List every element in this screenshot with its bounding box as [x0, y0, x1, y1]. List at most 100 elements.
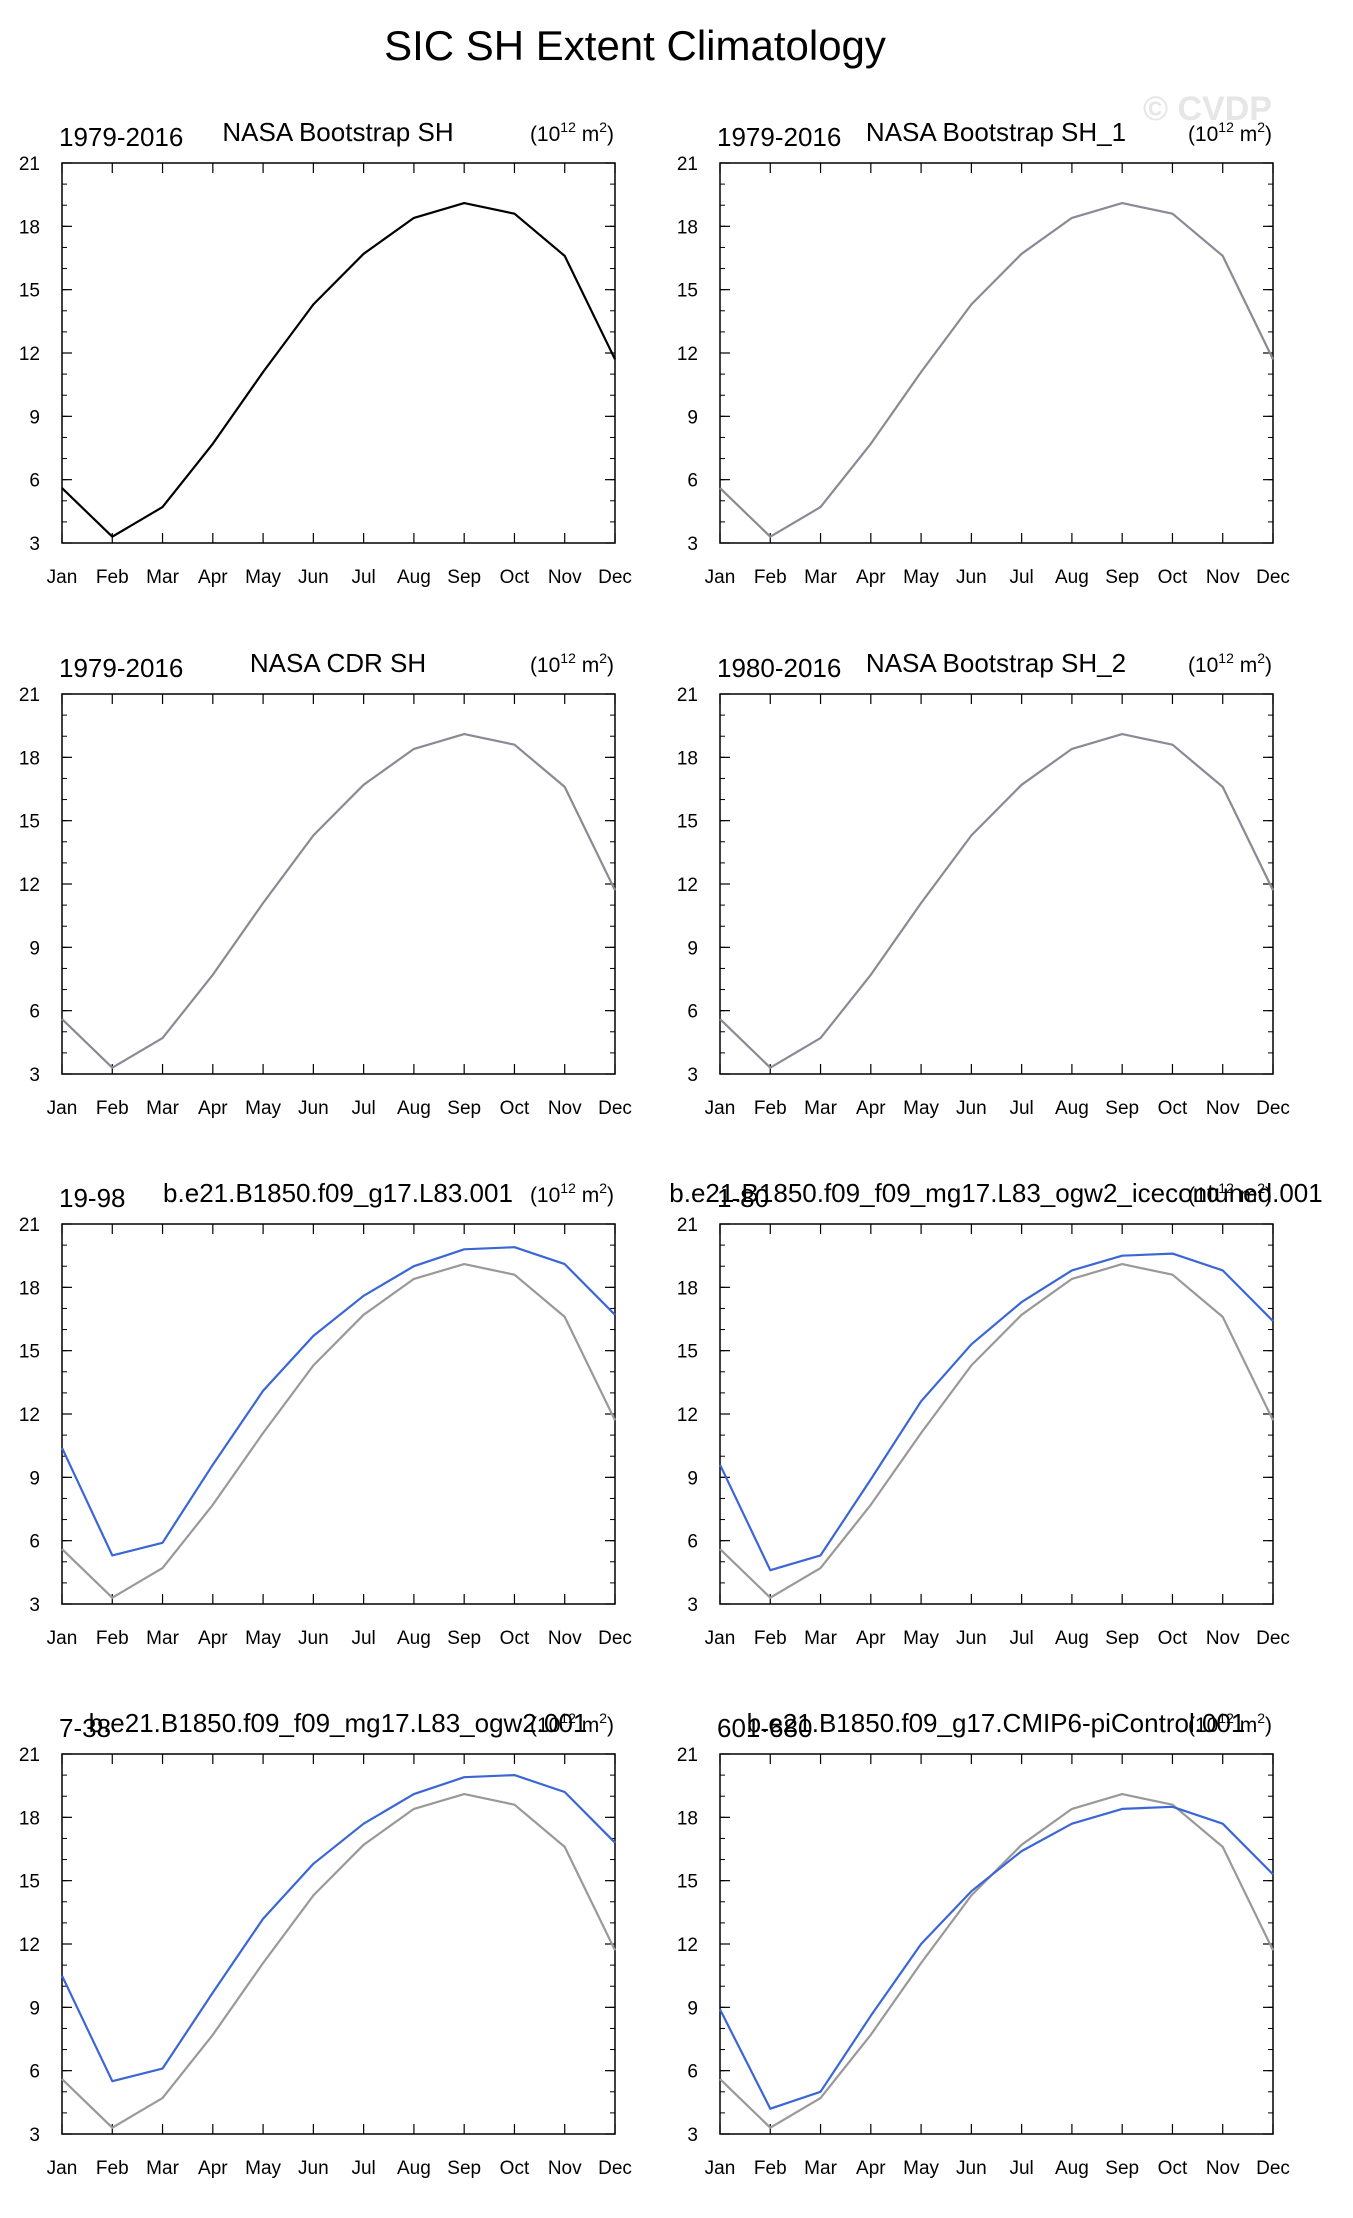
x-tick-label: Mar: [804, 1628, 837, 1649]
plot-frame: [719, 1753, 1274, 2135]
y-tick-label: 3: [29, 534, 40, 555]
x-tick-label: Aug: [397, 1628, 431, 1649]
units-part: (10: [530, 1184, 560, 1207]
x-tick-label: Nov: [1206, 2158, 1240, 2179]
y-tick-label: 18: [19, 1808, 40, 1829]
units-part: 2: [1257, 1180, 1265, 1196]
x-tick-label: Jan: [47, 1628, 78, 1649]
x-tick-label: Jun: [956, 1098, 987, 1119]
x-tick-label: Jan: [705, 1628, 736, 1649]
panel-units: (1012 m2): [530, 1710, 614, 1737]
y-tick-label: 18: [677, 217, 698, 238]
units-part: 2: [599, 650, 607, 666]
figure-title: SIC SH Extent Climatology: [384, 22, 886, 69]
y-tick-label: 18: [677, 1278, 698, 1299]
x-tick-label: Jan: [705, 1098, 736, 1119]
units-part: 2: [599, 1710, 607, 1726]
x-tick-label: Feb: [96, 567, 129, 588]
x-tick-label: Feb: [96, 1628, 129, 1649]
chart-panel-2: Jan Feb Mar Apr May Jun Jul Aug Sep Oct Nov Dec 3 6 9 1…: [677, 117, 1290, 588]
units-part: m: [1234, 1714, 1257, 1737]
x-tick-label: May: [903, 1628, 939, 1649]
x-tick-label: Aug: [397, 1098, 431, 1119]
chart-panel-4: Jan Feb Mar Apr May Jun Jul Aug Sep Oct Nov Dec 3 6 9 1…: [677, 648, 1290, 1119]
units-part: ): [1265, 123, 1272, 146]
chart-panel-1: Jan Feb Mar Apr May Jun Jul Aug Sep Oct Nov Dec 3 6 9 1…: [19, 117, 632, 588]
x-tick-label: Dec: [1256, 2158, 1290, 2179]
units-part: 2: [1257, 119, 1265, 135]
y-tick-label: 9: [687, 1468, 698, 1489]
x-tick-label: Sep: [447, 1628, 481, 1649]
x-tick-label: Sep: [1105, 1098, 1139, 1119]
panel-units: (1012 m2): [530, 119, 614, 146]
x-tick-label: Dec: [598, 1628, 632, 1649]
x-tick-label: Jun: [298, 2158, 329, 2179]
units-part: 12: [560, 119, 576, 135]
y-tick-label: 12: [19, 1935, 40, 1956]
y-tick-label: 12: [19, 875, 40, 896]
units-part: ): [607, 1714, 614, 1737]
panel-title: b.e21.B1850.f09_f09_mg17.L83_ogw2_icecon…: [669, 1178, 1322, 1208]
x-tick-label: May: [245, 567, 281, 588]
units-part: m: [1234, 654, 1257, 677]
x-tick-label: Oct: [1158, 1098, 1188, 1119]
x-tick-label: Jan: [705, 2158, 736, 2179]
x-tick-label: Jun: [298, 1098, 329, 1119]
x-tick-label: Mar: [804, 2158, 837, 2179]
series-line-1: [61, 1792, 616, 2129]
x-tick-label: Jul: [1009, 567, 1033, 588]
units-part: (10: [530, 123, 560, 146]
y-tick-label: 21: [19, 685, 40, 706]
units-part: (10: [1188, 654, 1218, 677]
x-tick-label: Mar: [146, 567, 179, 588]
x-tick-label: Dec: [598, 1098, 632, 1119]
chart-panel-8: Jan Feb Mar Apr May Jun Jul Aug Sep Oct Nov Dec 3 6 9 1…: [677, 1708, 1290, 2179]
watermark: © CVDP: [1143, 90, 1272, 128]
x-tick-label: Apr: [856, 1628, 886, 1649]
panel-years: 19-98: [59, 1183, 126, 1213]
panel-units: (1012 m2): [530, 1180, 614, 1207]
y-tick-label: 21: [19, 1215, 40, 1236]
chart-panel-5: Jan Feb Mar Apr May Jun Jul Aug Sep Oct Nov Dec 3 6 9 1…: [19, 1178, 632, 1649]
x-tick-label: May: [903, 567, 939, 588]
panel-units: (1012 m2): [530, 650, 614, 677]
units-part: 12: [1218, 1180, 1234, 1196]
x-tick-label: Aug: [1055, 1628, 1089, 1649]
y-tick-label: 12: [677, 1935, 698, 1956]
units-part: (10: [1188, 123, 1218, 146]
y-tick-label: 15: [19, 1872, 40, 1893]
panel-units: (1012 m2): [1188, 119, 1272, 146]
units-part: 2: [1257, 650, 1265, 666]
x-tick-label: Jul: [1009, 2158, 1033, 2179]
x-tick-label: Jul: [351, 1628, 375, 1649]
x-tick-label: Nov: [548, 567, 582, 588]
plot-frame: [719, 1223, 1274, 1605]
x-tick-label: Jan: [47, 567, 78, 588]
units-part: 12: [1218, 119, 1234, 135]
x-tick-label: Oct: [1158, 1628, 1188, 1649]
x-tick-label: Feb: [96, 2158, 129, 2179]
x-tick-label: May: [903, 1098, 939, 1119]
x-tick-label: Jun: [956, 1628, 987, 1649]
x-tick-label: Jun: [956, 2158, 987, 2179]
x-tick-label: May: [245, 1628, 281, 1649]
x-tick-label: Feb: [754, 1628, 787, 1649]
y-tick-label: 21: [677, 685, 698, 706]
y-tick-label: 3: [687, 2125, 698, 2146]
x-tick-label: Jan: [705, 567, 736, 588]
series-line-2: [719, 1252, 1274, 1572]
series-line-1: [719, 1262, 1274, 1599]
panel-years: 1980-2016: [717, 653, 841, 683]
x-tick-label: Sep: [1105, 1628, 1139, 1649]
panel-title: NASA Bootstrap SH: [222, 117, 453, 147]
x-tick-label: Sep: [447, 1098, 481, 1119]
x-tick-label: Jul: [351, 1098, 375, 1119]
y-tick-label: 21: [19, 154, 40, 175]
x-tick-label: Feb: [754, 1098, 787, 1119]
panel-units: (1012 m2): [1188, 650, 1272, 677]
units-part: 12: [1218, 650, 1234, 666]
panel-years: 1979-2016: [59, 122, 183, 152]
y-tick-label: 18: [19, 1278, 40, 1299]
panel-title: b.e21.B1850.f09_f09_mg17.L83_ogw2.001: [89, 1708, 588, 1738]
y-tick-label: 9: [687, 938, 698, 959]
